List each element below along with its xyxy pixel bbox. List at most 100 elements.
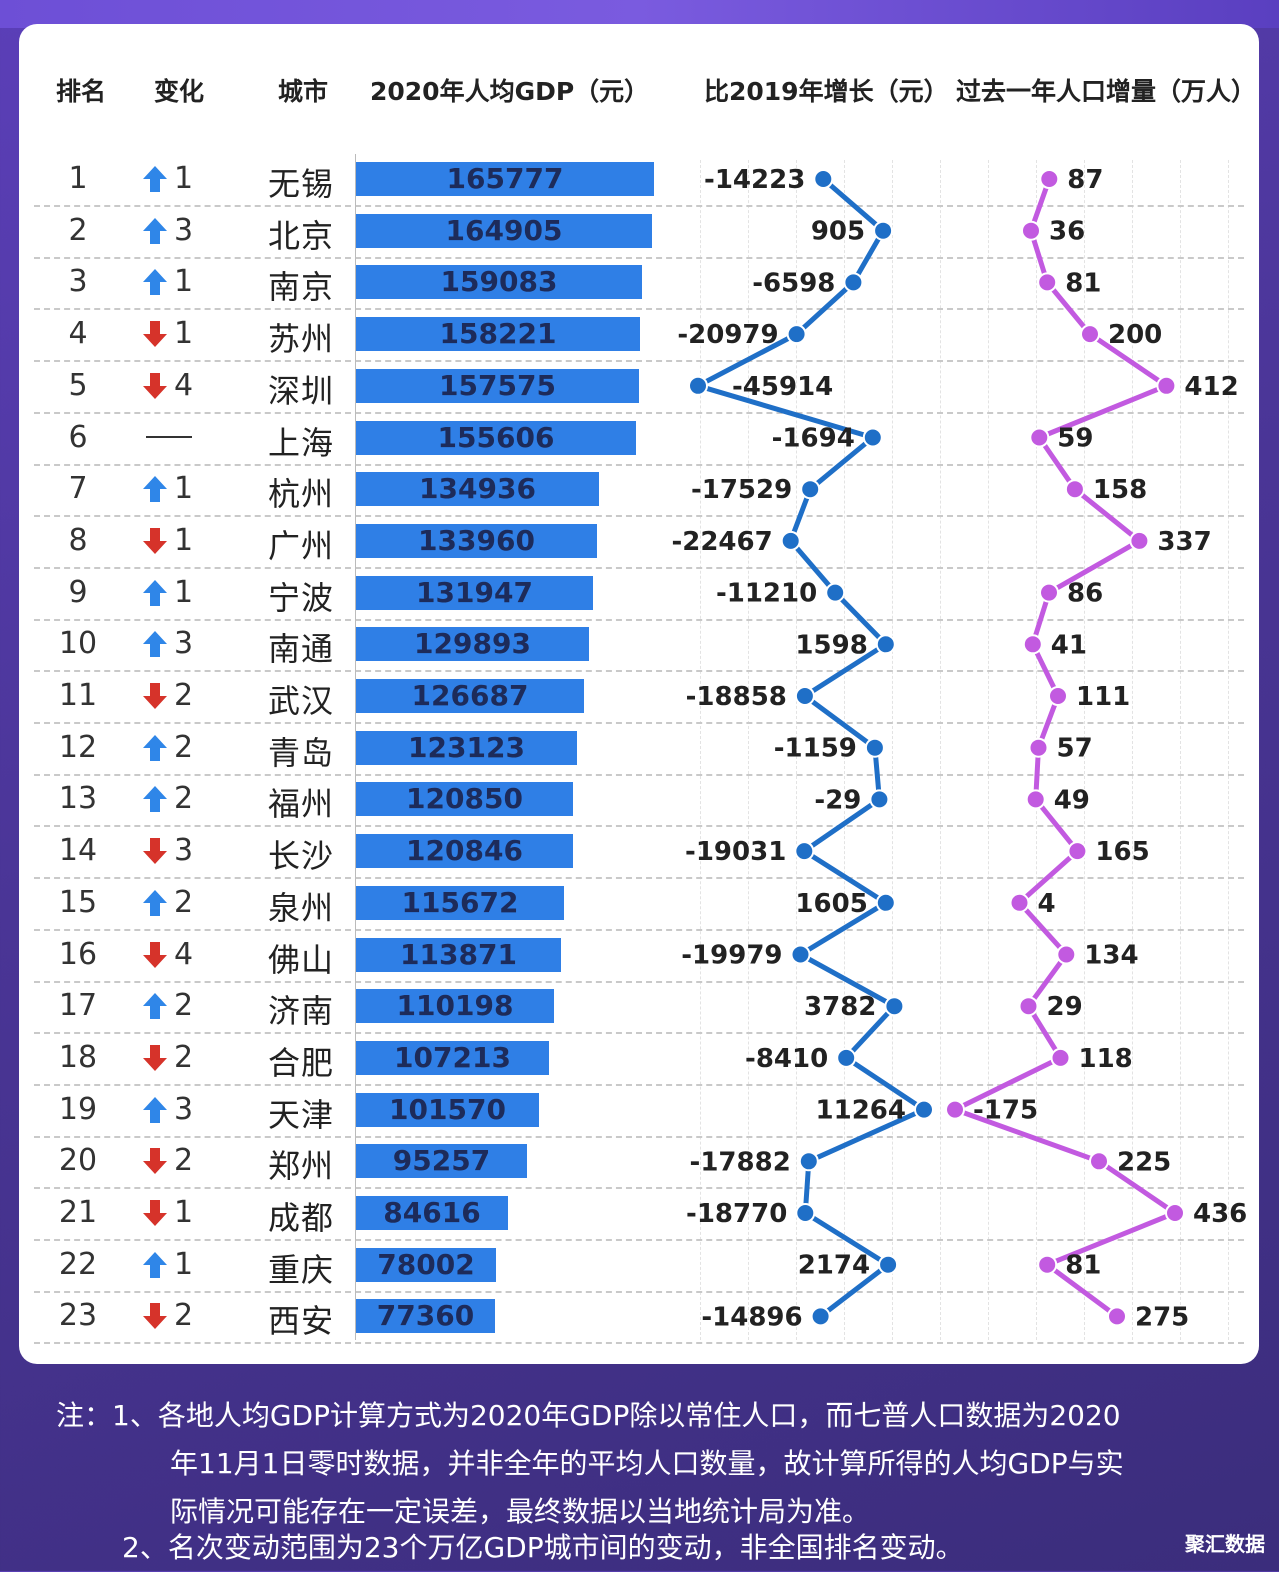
city-name: 上海	[268, 423, 335, 462]
arrow-up-icon	[142, 889, 168, 917]
population-value-label: 165	[1095, 837, 1149, 867]
rank-number: 20	[58, 1143, 98, 1179]
change-value: 2	[174, 678, 194, 713]
growth-value-label: -1694	[772, 424, 855, 454]
population-value-label: 36	[1049, 217, 1085, 247]
change-value: 2	[174, 884, 194, 920]
arrow-down-icon	[142, 372, 168, 400]
city-name: 无锡	[268, 165, 335, 203]
grid-line	[1180, 160, 1181, 1340]
gdp-bar	[356, 885, 564, 920]
gdp-value-label: 159083	[440, 265, 558, 299]
gdp-value-label: 158221	[439, 317, 557, 351]
rank-number: 1	[68, 161, 88, 196]
gdp-bar	[356, 1299, 495, 1334]
population-value-label: 118	[1079, 1044, 1133, 1074]
population-point	[945, 1099, 965, 1120]
growth-value-label: -17529	[691, 475, 792, 505]
rank-number: 4	[68, 316, 88, 352]
rank-number: 16	[58, 936, 98, 972]
row-separator	[34, 1135, 1244, 1138]
gdp-value-label: 120850	[406, 782, 523, 816]
header-change: 变化	[154, 77, 205, 106]
growth-point	[843, 272, 864, 293]
growth-point	[836, 1047, 857, 1068]
population-point	[1129, 530, 1150, 551]
change-value: 1	[174, 1246, 194, 1282]
gdp-bar	[356, 782, 573, 817]
growth-point	[869, 789, 890, 810]
rank-number: 15	[58, 884, 98, 920]
population-value-label: 59	[1057, 424, 1093, 454]
population-point	[1009, 892, 1030, 913]
population-point	[1018, 996, 1039, 1017]
population-point	[1021, 220, 1041, 241]
population-value-label: 81	[1065, 268, 1101, 298]
row-separator	[34, 360, 1244, 363]
arrow-down-icon	[142, 941, 168, 969]
growth-point	[786, 324, 807, 345]
growth-point	[873, 220, 894, 241]
gdp-bar	[356, 523, 597, 558]
growth-value-label: -8410	[745, 1044, 828, 1074]
growth-point	[800, 479, 821, 500]
gdp-value-label: 157575	[439, 368, 556, 402]
city-name: 福州	[268, 785, 335, 824]
gdp-value-label: 107213	[394, 1040, 511, 1074]
change-value: 2	[174, 988, 194, 1024]
population-value-label: 134	[1084, 941, 1138, 971]
row-separator	[34, 308, 1244, 311]
header-rank: 排名	[56, 77, 107, 106]
row-separator	[34, 411, 1244, 414]
gdp-bar	[356, 1040, 549, 1075]
change-value: 1	[174, 1195, 194, 1230]
gdp-value-label: 126687	[411, 679, 529, 712]
population-point	[1156, 375, 1177, 396]
city-name: 郑州	[268, 1147, 335, 1186]
arrow-up-icon	[142, 1251, 168, 1279]
row-separator	[34, 670, 1244, 673]
gdp-bar	[356, 1247, 496, 1282]
gdp-value-label: 77360	[376, 1299, 475, 1333]
growth-value-label: 3782	[804, 992, 876, 1022]
gdp-bar	[356, 317, 640, 352]
growth-value-label: -22467	[671, 527, 772, 557]
change-value: 2	[174, 1143, 194, 1179]
arrow-down-icon	[142, 837, 168, 865]
no-change-dash	[146, 435, 192, 438]
city-name: 广州	[268, 526, 335, 565]
row-separator	[34, 618, 1244, 621]
row-separator	[34, 980, 1244, 983]
change-value: 2	[174, 1039, 194, 1075]
growth-point	[862, 427, 883, 448]
change-value: 3	[174, 212, 194, 248]
population-value-label: 57	[1057, 734, 1093, 764]
arrow-down-icon	[142, 682, 168, 710]
growth-value-label: 1598	[795, 630, 867, 660]
arrow-up-icon	[142, 268, 168, 296]
growth-point	[875, 892, 896, 913]
arrow-down-icon	[142, 320, 168, 348]
growth-value-label: 2174	[798, 1251, 870, 1281]
growth-point	[875, 634, 896, 655]
grid-line	[940, 160, 941, 1340]
population-value-label: 81	[1065, 1251, 1101, 1281]
change-value: 1	[174, 471, 194, 507]
population-value-label: 87	[1067, 165, 1103, 195]
grid-line	[892, 160, 893, 1340]
arrow-down-icon	[142, 527, 168, 555]
city-name: 佛山	[268, 940, 335, 979]
gdp-value-label: 131947	[416, 575, 533, 609]
rank-number: 9	[68, 574, 88, 610]
growth-point	[884, 996, 905, 1017]
arrow-down-icon	[142, 1302, 168, 1330]
row-separator	[34, 877, 1244, 880]
gdp-bar	[356, 1196, 508, 1230]
population-point	[1037, 272, 1058, 293]
growth-point	[780, 530, 801, 551]
change-value: 4	[174, 367, 194, 403]
population-point	[1025, 789, 1046, 810]
change-value: 1	[174, 264, 194, 300]
header-gdp: 2020年人均GDP（元）	[370, 77, 650, 106]
top-decoration-strip	[0, 0, 1279, 28]
